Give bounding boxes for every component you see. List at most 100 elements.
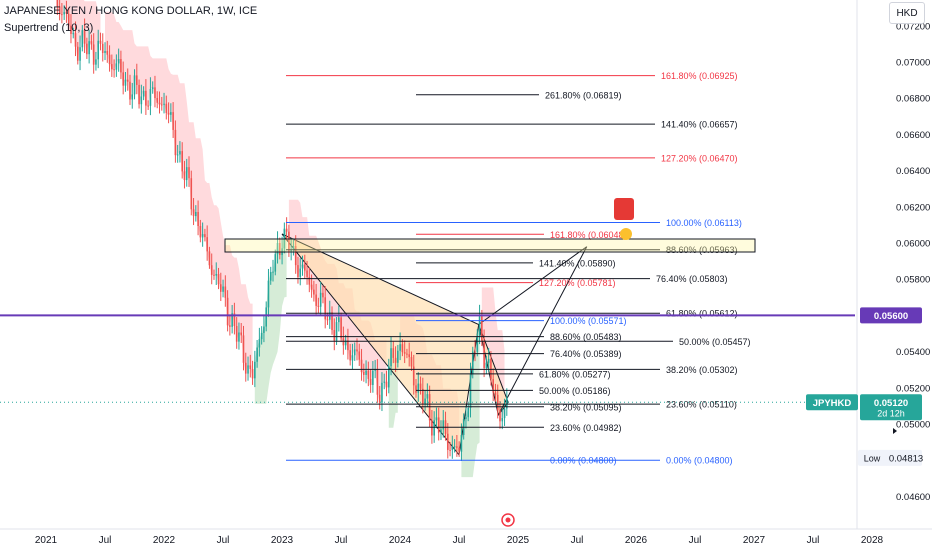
fib-level: 38.20% (0.05095) [416, 402, 622, 412]
candle-body [149, 88, 152, 106]
symbol-title: JAPANESE YEN / HONG KONG DOLLAR, 1W, ICE [4, 5, 258, 17]
candle [299, 258, 302, 286]
candle-body [263, 326, 265, 333]
candle-body [385, 381, 388, 388]
candle-body [247, 365, 249, 374]
fib-level: 100.00% (0.05571) [416, 316, 627, 326]
symbol-tag-bg [806, 394, 858, 411]
candle-body [378, 394, 381, 403]
candle-body [506, 397, 508, 409]
candle-body [129, 81, 131, 100]
candle [129, 74, 131, 106]
candle [467, 403, 470, 422]
candle-body [258, 339, 261, 348]
chart-header: JAPANESE YEN / HONG KONG DOLLAR, 1W, ICE… [4, 3, 257, 37]
symbol-tag-text: JPYHKD [813, 398, 852, 409]
candle-body [145, 90, 147, 106]
symbol-tag: JPYHKD [806, 394, 858, 411]
candle [506, 388, 508, 416]
candle [487, 347, 490, 372]
candle-body [446, 433, 449, 450]
candle-body [288, 231, 290, 252]
candle [403, 340, 406, 364]
time-tick-label: 2028 [861, 535, 884, 546]
candle-body [301, 264, 304, 269]
candle-body [406, 353, 408, 355]
candle [181, 142, 183, 179]
candle-body [299, 268, 302, 277]
candle [442, 410, 445, 438]
fib-level: 38.20% (0.05302) [286, 365, 738, 375]
candle [210, 253, 213, 285]
candle [235, 317, 238, 349]
candle [249, 354, 252, 378]
candle-body [276, 243, 279, 255]
candle-body [226, 297, 229, 326]
candle [460, 423, 463, 461]
candle-body [360, 359, 363, 373]
candle-body [229, 325, 231, 327]
candle [231, 304, 233, 334]
candle-body [476, 334, 479, 352]
candle [335, 316, 338, 345]
current-price-tag-bg [860, 394, 922, 421]
time-tick-label: 2025 [507, 535, 530, 546]
candle-body [338, 317, 340, 323]
candle [274, 249, 277, 276]
candle [195, 205, 197, 222]
candle-body [215, 274, 218, 276]
fib-label: 161.80% (0.06048) [550, 230, 627, 240]
currency-button[interactable]: HKD [889, 2, 925, 24]
fib-level: 50.00% (0.05186) [416, 386, 611, 396]
candle [363, 363, 365, 382]
candle-body [487, 359, 490, 363]
low-value: 0.04813 [889, 453, 923, 464]
price-tick-label: 0.07000 [896, 58, 930, 69]
candle [183, 160, 186, 189]
candle [140, 84, 143, 114]
candle-body [88, 41, 90, 55]
candle-body [254, 361, 256, 379]
candle [485, 355, 488, 374]
candle [219, 272, 222, 302]
candle [369, 368, 372, 393]
harmonic-pattern-projection [478, 246, 588, 416]
candle-body [322, 292, 324, 298]
candle-body [412, 366, 415, 386]
candle [197, 200, 199, 236]
candle [88, 29, 90, 64]
low-tag-bg [858, 449, 922, 466]
fib-level: 88.60% (0.05483) [286, 332, 622, 342]
price-tick-label: 0.06200 [896, 202, 930, 213]
scroll-arrow-icon[interactable] [893, 428, 897, 434]
candle-body [310, 284, 313, 290]
candle-body [238, 332, 240, 342]
candle-body [233, 313, 236, 327]
candle [301, 255, 304, 276]
candle [260, 326, 263, 345]
candle [174, 120, 177, 163]
price-tick-label: 0.06600 [896, 130, 930, 141]
candle-body [481, 316, 483, 341]
candle-body [76, 46, 79, 61]
candle [206, 225, 208, 261]
candle-body [474, 351, 476, 353]
candle [471, 346, 474, 379]
candle-body [70, 25, 72, 34]
target-icon[interactable] [501, 513, 515, 527]
candle [308, 267, 311, 293]
candle-body [224, 286, 227, 298]
fib-label: 127.20% (0.06470) [661, 153, 738, 163]
candle [99, 32, 102, 51]
candle [172, 102, 174, 138]
candle [133, 69, 136, 100]
candle [142, 86, 145, 101]
candle [408, 342, 410, 367]
candle-body [185, 167, 188, 181]
candle-body [133, 75, 136, 95]
candle [222, 279, 224, 298]
price-tick-label: 0.05200 [896, 383, 930, 394]
candle [426, 383, 429, 408]
candle-body [201, 234, 204, 238]
